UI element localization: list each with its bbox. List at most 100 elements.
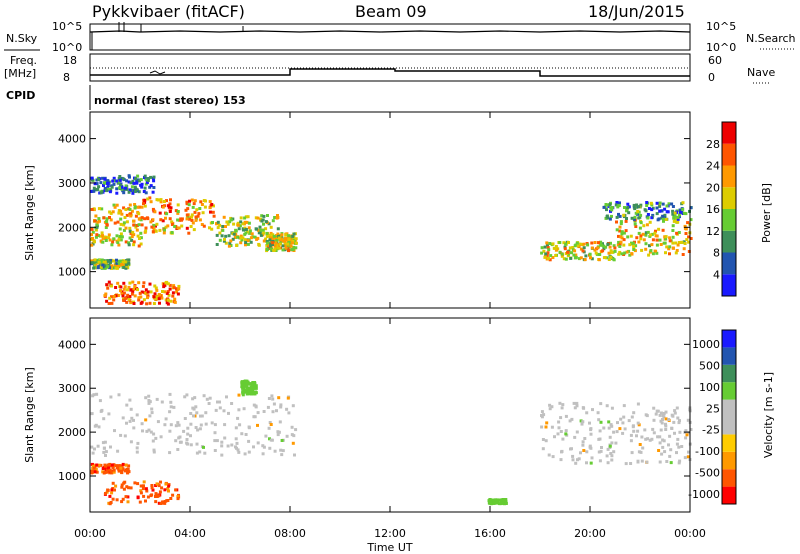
power-cell-region-6 — [175, 290, 179, 294]
velocity-cell-region-1 — [684, 436, 688, 440]
power-cell-region-6 — [114, 294, 118, 298]
power-colorbar-frame — [721, 121, 737, 297]
power-cell-region-0 — [127, 241, 131, 245]
velocity-cell-region-0 — [129, 407, 133, 411]
power-cell-region-7 — [606, 242, 610, 246]
velocity-cell-region-1 — [667, 443, 670, 447]
velocity-cell-region-3 — [171, 493, 175, 497]
velocity-cell-region-0 — [189, 443, 193, 447]
velocity-cell-region-0 — [205, 397, 209, 401]
power-cell-region-5 — [97, 265, 101, 269]
date-title: 18/Jun/2015 — [588, 2, 685, 21]
power-cell-region-1 — [146, 197, 150, 201]
power-cell-region-4 — [97, 178, 101, 181]
power-cell-region-4 — [103, 187, 107, 190]
velocity-cell-region-1 — [616, 421, 619, 425]
power-cell-region-7 — [582, 246, 586, 250]
power-cell-region-1 — [208, 226, 211, 230]
velocity-cell-region-0 — [272, 402, 276, 406]
velocity-cell-region-3 — [121, 497, 125, 501]
velocity-cell-region-0 — [262, 410, 266, 413]
velocity-cell-region-1 — [564, 429, 568, 433]
power-cell-region-1 — [198, 207, 202, 210]
velocity-cell-region-1 — [678, 419, 681, 423]
power-cell-region-8 — [655, 238, 659, 242]
velocity-cell-region-0 — [266, 405, 270, 409]
power-cell-region-6 — [129, 288, 133, 292]
velocity-cell-region-0 — [247, 439, 251, 443]
velocity-cell-region-0 — [128, 419, 132, 423]
power-cell-region-0 — [137, 217, 141, 221]
velocity-cell-region-1 — [548, 403, 552, 407]
power-cell-region-0 — [104, 239, 108, 242]
velocity-cell-region-1 — [598, 437, 602, 441]
power-cell-region-1 — [168, 202, 172, 206]
velocity-cell-region-3 — [114, 484, 118, 488]
velocity-cell-region-1 — [645, 460, 649, 464]
power-cell-region-5 — [100, 258, 104, 262]
power-cell-region-9 — [671, 205, 675, 208]
power-cell-region-8 — [618, 229, 622, 233]
power-cell-region-6 — [128, 295, 132, 298]
velocity-cell-region-3 — [120, 483, 124, 487]
velocity-cell-region-0 — [237, 393, 241, 397]
y-tick-label: 1000 — [58, 470, 86, 483]
power-cell-region-8 — [620, 252, 624, 256]
power-cell-region-0 — [136, 234, 140, 238]
velocity-cell-region-3 — [154, 495, 157, 498]
velocity-cell-region-0 — [279, 405, 283, 409]
velocity-cell-region-3 — [111, 497, 115, 501]
power-cell-region-6 — [110, 284, 113, 288]
power-cell-region-6 — [168, 287, 172, 291]
power-cell-region-9 — [661, 214, 665, 218]
power-cell-region-0 — [124, 240, 128, 244]
power-cell-region-4 — [123, 186, 127, 190]
velocity-cell-region-0 — [193, 396, 197, 400]
velocity-cell-region-2 — [126, 471, 130, 475]
power-cell-region-4 — [103, 189, 107, 192]
velocity-cell-region-3 — [154, 492, 158, 496]
velocity-cell-region-0 — [252, 415, 256, 419]
power-cell-region-8 — [631, 241, 635, 245]
power-cell-region-4 — [147, 177, 151, 180]
power-cell-region-0 — [139, 236, 143, 240]
beam-title: Beam 09 — [355, 2, 427, 21]
power-cell-region-9 — [623, 206, 626, 209]
power-cell-region-9 — [689, 218, 693, 222]
power-cell-region-9 — [650, 203, 654, 207]
velocity-cell-region-0 — [185, 438, 189, 441]
power-cell-region-0 — [101, 234, 104, 238]
velocity-cell-region-1 — [621, 421, 625, 425]
power-cell-region-9 — [639, 203, 643, 207]
velocity-cell-region-2 — [119, 466, 123, 470]
velocity-cell-region-0 — [168, 410, 172, 414]
y-tick-label: 3000 — [58, 177, 86, 190]
power-cell-region-9 — [681, 201, 685, 205]
velocity-cell-region-2 — [95, 470, 99, 474]
velocity-cell-region-0 — [101, 441, 105, 445]
power-cell-region-6 — [164, 281, 168, 285]
power-cell-region-7 — [545, 253, 549, 257]
power-cell-region-1 — [204, 199, 207, 203]
velocity-cell-region-1 — [664, 424, 668, 428]
power-cell-region-0 — [90, 233, 93, 237]
velocity-cell-region-1 — [637, 450, 641, 454]
power-cell-region-8 — [622, 231, 626, 235]
power-cell-region-5 — [105, 260, 108, 264]
power-cell-region-5 — [106, 259, 110, 263]
velocity-cell-region-4 — [250, 383, 254, 387]
velocity-cell-region-1 — [605, 404, 609, 408]
power-cell-region-8 — [657, 227, 661, 231]
power-cell-region-0 — [107, 236, 111, 240]
velocity-cell-region-1 — [676, 416, 680, 420]
power-cell-region-3 — [281, 244, 285, 248]
power-cell-region-8 — [682, 240, 686, 244]
power-cell-region-3 — [269, 242, 273, 246]
velocity-cell-region-0 — [186, 426, 190, 430]
power-cell-region-4 — [117, 176, 121, 180]
velocity-cell-region-0 — [147, 401, 151, 405]
power-cell-region-4 — [127, 190, 131, 194]
velocity-cell-region-3 — [157, 494, 161, 498]
power-cell-region-8 — [628, 243, 632, 247]
nsearch-label: N.Search — [746, 32, 796, 45]
